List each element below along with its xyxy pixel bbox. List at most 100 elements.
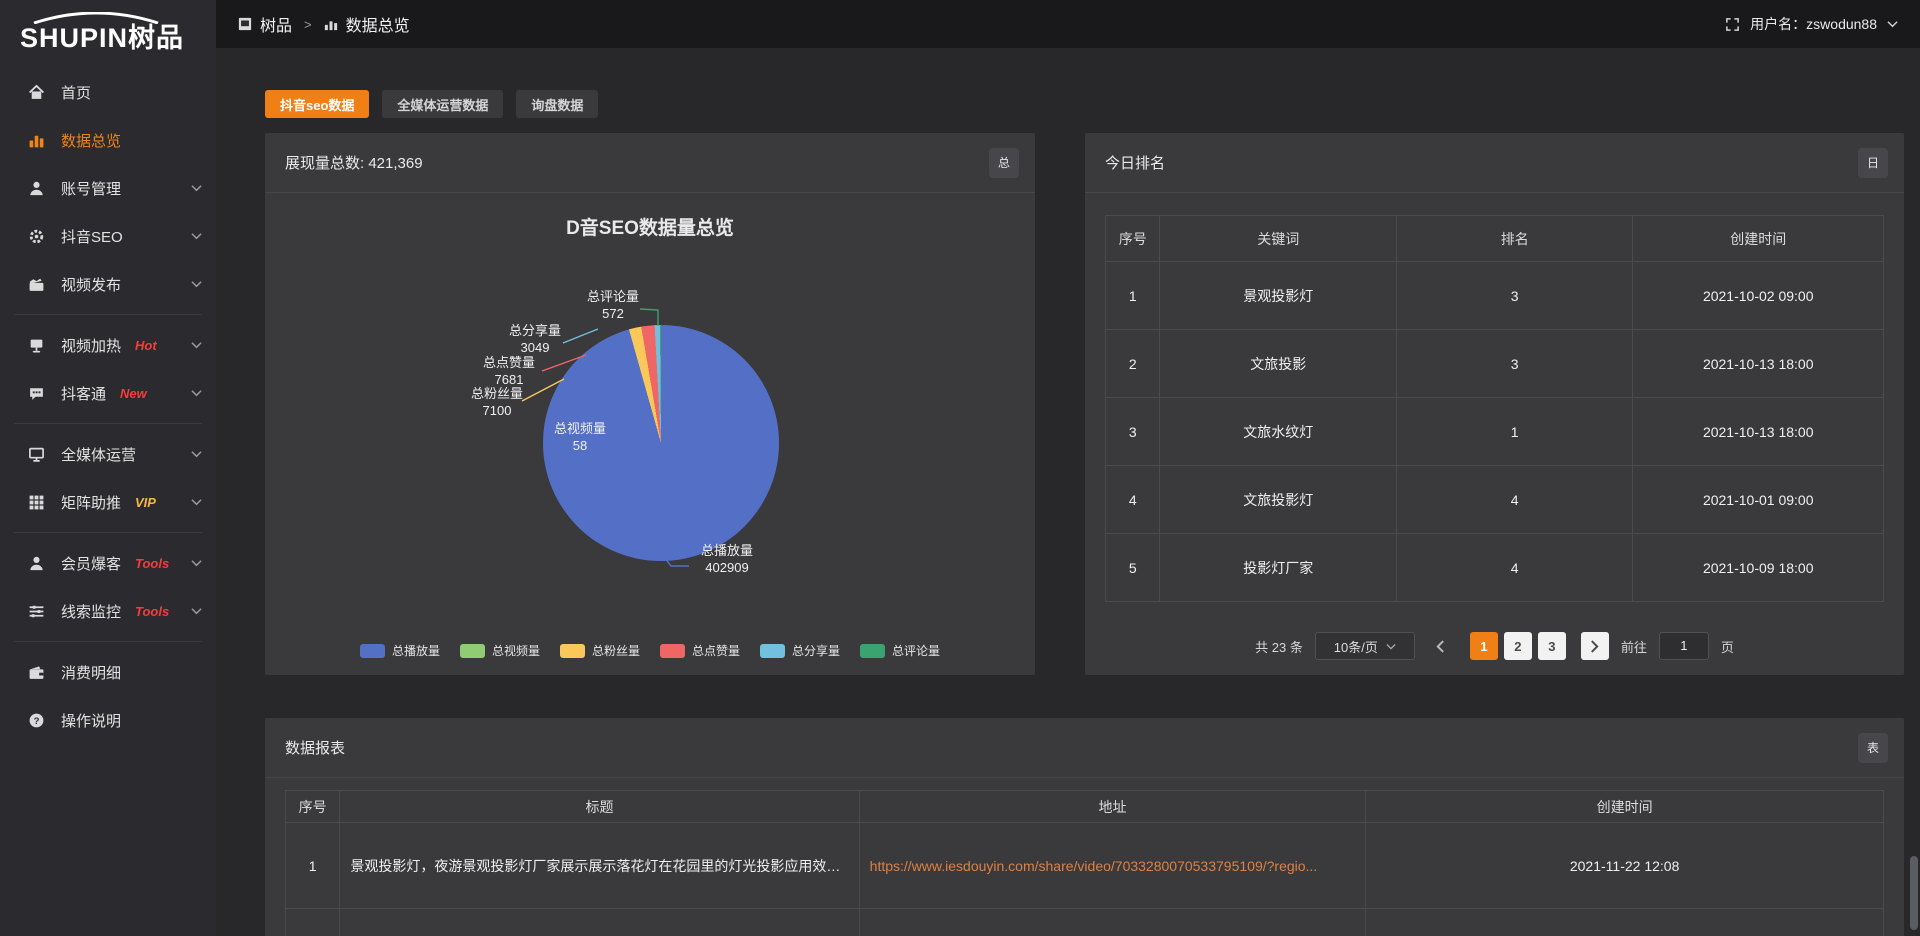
ranking-table-row: 3 文旅水纹灯 1 2021-10-13 18:00 — [1104, 397, 1884, 466]
chevron-down-icon — [191, 559, 202, 567]
legend-swatch — [860, 643, 886, 658]
sidebar-item-12[interactable]: ? 操作说明 — [0, 696, 216, 744]
sidebar-divider — [14, 532, 202, 534]
sidebar-item-8[interactable]: 矩阵助推 VIP — [0, 478, 216, 526]
ranking-table-row: 1 景观投影灯 3 2021-10-02 09:00 — [1104, 261, 1884, 330]
legend-item[interactable]: 总视频量 — [459, 642, 540, 659]
sidebar-item-badge: Hot — [135, 337, 157, 353]
legend-item[interactable]: 总播放量 — [359, 642, 440, 659]
pie-label-likes: 总点赞量 7681 — [482, 355, 536, 387]
svg-text:?: ? — [33, 716, 39, 727]
legend-item[interactable]: 总评论量 — [860, 642, 940, 659]
fullscreen-icon[interactable] — [1725, 17, 1740, 32]
prev-page-button[interactable] — [1427, 632, 1455, 660]
ranking-panel: 今日排名 日 序号 关键词 排名 创建时间 1 景观投影灯 3 2021-10-02 09:… — [1085, 133, 1904, 675]
select-chevron-down-icon — [1386, 643, 1396, 650]
sidebar-item-3[interactable]: 抖音SEO — [0, 212, 216, 260]
report-cell-url: https://www.iesdouyin.com/share/video/70… — [858, 822, 1367, 909]
report-table: 序号 标题 地址 创建时间 1 景观投影灯，夜游景观投影灯厂家展示展示落花灯在花园里的灯… — [284, 790, 1884, 936]
logo-en: SHUPIN — [20, 23, 129, 53]
page-scrollbar — [1910, 0, 1918, 936]
report-panel-title: 数据报表 — [285, 740, 346, 757]
legend-label: 总点赞量 — [692, 644, 741, 658]
sidebar-divider — [14, 423, 202, 425]
page-button-1[interactable]: 1 — [1469, 632, 1498, 660]
report-column-header: 地址 — [858, 790, 1367, 823]
sidebar-item-0[interactable]: 首页 — [0, 68, 216, 116]
pie-label-shares: 总分享量 3049 — [508, 323, 562, 355]
chevron-down-icon — [191, 341, 202, 349]
page-size-select[interactable]: 10条/页 — [1314, 632, 1415, 660]
page-button-3[interactable]: 3 — [1537, 632, 1566, 660]
sidebar-item-label: 抖音SEO — [61, 228, 123, 246]
breadcrumb-current[interactable]: 数据总览 — [345, 18, 410, 35]
ranking-cell: 文旅水纹灯 — [1159, 397, 1397, 466]
username-label[interactable]: 用户名：zswodun88 — [1750, 16, 1877, 32]
sidebar-item-1[interactable]: 数据总览 — [0, 116, 216, 164]
breadcrumb-app-icon — [238, 17, 252, 31]
ranking-cell: 2021-10-02 09:00 — [1632, 261, 1884, 330]
monitor-icon — [26, 445, 46, 463]
report-column-header: 标题 — [339, 790, 860, 823]
user-chevron-down-icon[interactable] — [1887, 20, 1898, 28]
video-publish-icon — [26, 275, 46, 293]
ranking-cell: 2021-10-13 18:00 — [1632, 397, 1884, 466]
ranking-cell: 2 — [1104, 329, 1161, 398]
chevron-down-icon — [191, 498, 202, 506]
page-button-2[interactable]: 2 — [1503, 632, 1532, 660]
logo-arc — [33, 12, 159, 24]
sidebar-item-label: 视频发布 — [61, 276, 122, 294]
chevron-left-icon — [1436, 639, 1445, 653]
sidebar-item-label: 会员爆客 — [61, 555, 122, 573]
sidebar-item-4[interactable]: 视频发布 — [0, 260, 216, 308]
sidebar-item-label: 消费明细 — [61, 664, 122, 682]
ranking-column-header: 关键词 — [1159, 215, 1397, 262]
ranking-column-header: 排名 — [1395, 215, 1634, 262]
sidebar-item-9[interactable]: 会员爆客 Tools — [0, 539, 216, 587]
overview-total-button[interactable]: 总 — [989, 147, 1019, 178]
sidebar-item-7[interactable]: 全媒体运营 — [0, 430, 216, 478]
sidebar-item-label: 视频加热 — [61, 337, 122, 355]
legend-item[interactable]: 总粉丝量 — [559, 642, 640, 659]
video-link[interactable]: https://www.iesdouyin.com/share/video/70… — [869, 857, 1318, 874]
sidebar: SHUPIN树品 首页 数据总览 账号管理抖音SEO 视频发布视频加热 Hot 抖客通 Ne… — [0, 0, 216, 936]
tab-2[interactable]: 询盘数据 — [516, 90, 599, 118]
chevron-down-icon — [191, 389, 202, 397]
sidebar-item-label: 抖客通 — [61, 385, 107, 403]
tab-0[interactable]: 抖音seo数据 — [265, 90, 370, 118]
chevron-down-icon — [191, 450, 202, 458]
logo: SHUPIN树品 — [0, 0, 216, 58]
ranking-cell: 2021-10-13 18:00 — [1632, 329, 1884, 398]
chat-icon — [26, 384, 46, 402]
goto-page-input[interactable]: 1 — [1658, 632, 1709, 660]
breadcrumb: 树品 > 数据总览 — [238, 12, 410, 36]
ranking-panel-title: 今日排名 — [1105, 155, 1166, 172]
legend-item[interactable]: 总分享量 — [760, 642, 840, 659]
sidebar-item-6[interactable]: 抖客通 New — [0, 369, 216, 417]
report-table-button[interactable]: 表 — [1858, 732, 1888, 763]
pie-chart: D音SEO数据量总览 总评论量 572 — [265, 193, 1035, 674]
legend-label: 总粉丝量 — [591, 644, 640, 658]
chart-title: D音SEO数据量总览 — [566, 218, 734, 239]
scrollbar-thumb[interactable] — [1910, 856, 1918, 930]
ranking-cell: 3 — [1395, 261, 1634, 330]
legend-swatch — [359, 643, 385, 658]
breadcrumb-root[interactable]: 树品 — [260, 18, 293, 35]
ranking-day-button[interactable]: 日 — [1858, 147, 1888, 178]
legend-label: 总播放量 — [391, 644, 440, 658]
sidebar-item-2[interactable]: 账号管理 — [0, 164, 216, 212]
sidebar-item-10[interactable]: 线索监控 Tools — [0, 587, 216, 635]
sidebar-item-5[interactable]: 视频加热 Hot — [0, 321, 216, 369]
sliders-icon — [26, 602, 46, 620]
next-page-button[interactable] — [1580, 632, 1609, 660]
legend-label: 总评论量 — [892, 644, 941, 658]
report-table-header: 序号 标题 地址 创建时间 — [284, 790, 1884, 823]
user-box: 用户名：zswodun88 — [1725, 14, 1898, 34]
sidebar-item-11[interactable]: 消费明细 — [0, 648, 216, 696]
ranking-cell: 3 — [1104, 397, 1161, 466]
tab-1[interactable]: 全媒体运营数据 — [382, 90, 504, 118]
legend-item[interactable]: 总点赞量 — [660, 642, 740, 659]
sidebar-divider — [14, 314, 202, 316]
screen-icon — [26, 336, 46, 354]
